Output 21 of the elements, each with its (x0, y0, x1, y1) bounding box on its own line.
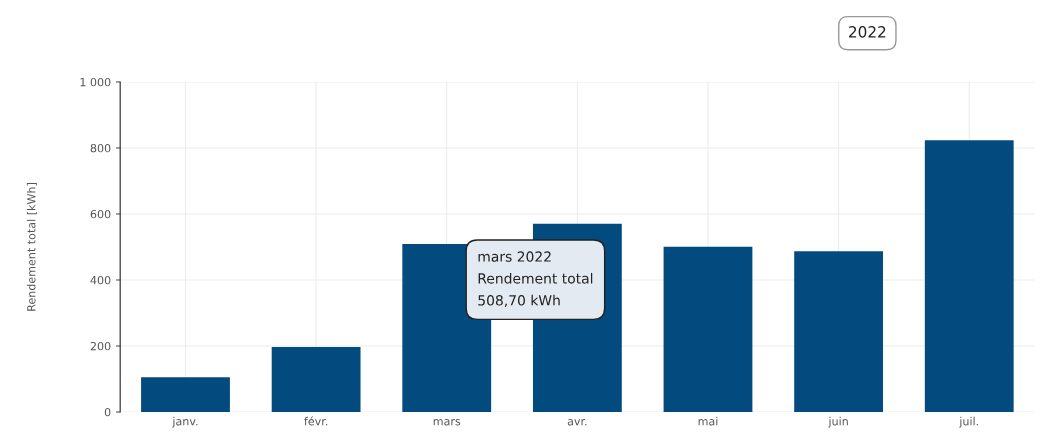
x-tick-label: avr. (567, 419, 587, 426)
x-tick-label: janv. (172, 416, 198, 428)
text: 2022 (849, 26, 886, 38)
x-tick-label: mai (698, 416, 718, 426)
bar (924, 140, 1014, 412)
y-axis-title: Rendement total [kWh] (26, 183, 37, 311)
bar (271, 346, 361, 412)
bar (663, 246, 753, 412)
y-tick-label: 1 000 (80, 77, 111, 87)
y-tick-label: 800 (90, 143, 111, 153)
bar (141, 377, 230, 412)
x-tick-label: mars (433, 419, 461, 426)
x-tick-label: févr. (304, 416, 328, 426)
y-tick-label: 200 (90, 341, 111, 351)
y-tick-label: 400 (90, 275, 111, 285)
y-tick-label: 0 (104, 407, 111, 417)
bar (794, 251, 884, 412)
x-tick-label: juil. (959, 416, 978, 428)
y-tick-label: 600 (90, 209, 111, 219)
x-tick-label: juin (828, 416, 848, 428)
annotation: mars 2022 Rendement total 508,70 kWh (478, 251, 593, 307)
